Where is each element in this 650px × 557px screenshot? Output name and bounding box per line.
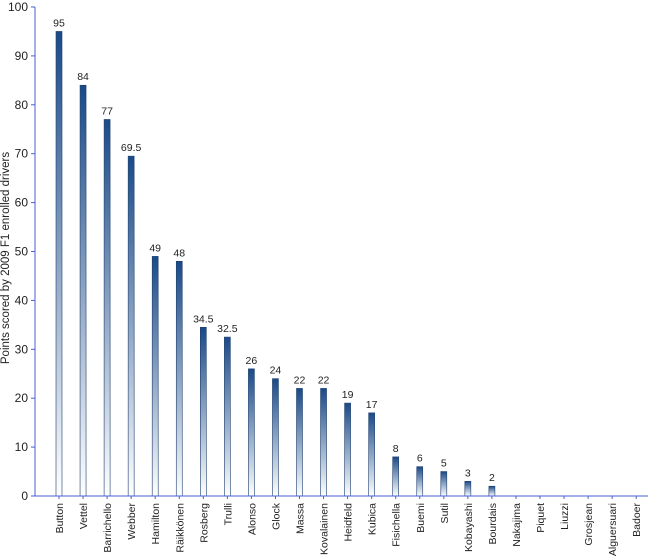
x-category-label: Webber (126, 502, 138, 539)
y-tick-label: 30 (15, 342, 29, 356)
value-label: 2 (489, 472, 495, 484)
value-label: 34.5 (193, 313, 214, 325)
x-category-label: Vettel (78, 503, 90, 529)
bar (79, 84, 87, 497)
axes-group (34, 7, 648, 497)
bar (416, 466, 424, 497)
value-label: 69.5 (121, 142, 142, 154)
value-label: 17 (366, 399, 378, 411)
x-category-label: Glock (270, 502, 282, 530)
bars-group (55, 31, 496, 497)
x-category-label: Button (54, 503, 66, 534)
value-label: 49 (149, 242, 161, 254)
value-label: 84 (77, 71, 89, 83)
bar (488, 485, 496, 497)
value-label: 77 (101, 105, 113, 117)
y-tick-label: 20 (15, 391, 29, 405)
x-category-label: Massa (295, 503, 307, 534)
value-label: 3 (465, 467, 471, 479)
y-tick-label: 10 (15, 440, 29, 454)
bar (175, 260, 183, 497)
y-tick-label: 40 (15, 293, 29, 307)
x-category-label: Nakajima (511, 503, 523, 547)
x-category-label: Liuzzi (559, 503, 571, 530)
x-category-label: Bourdais (487, 503, 499, 544)
bar (440, 471, 448, 497)
bar (272, 378, 279, 497)
bar (151, 256, 159, 497)
y-tick-label: 60 (15, 196, 29, 210)
y-tick-label: 100 (8, 0, 28, 14)
y-tick-label: 70 (15, 147, 29, 161)
y-tick-label: 0 (21, 489, 28, 503)
value-label: 48 (173, 247, 185, 259)
x-category-label: Kovalainen (319, 503, 331, 555)
x-labels-group: Button Vettel Barrichello Webber Hamilton Räi… (54, 496, 643, 556)
x-category-label: Räikkönen (174, 503, 186, 553)
x-category-label: Alonso (246, 503, 258, 535)
value-label: 32.5 (217, 323, 238, 335)
bar (127, 155, 135, 497)
value-label: 95 (53, 17, 65, 29)
y-ticks-group: 0 10 20 30 40 50 60 70 80 90 100 (8, 0, 35, 503)
bar (392, 456, 400, 497)
bar (344, 402, 351, 497)
bar (296, 388, 303, 497)
x-category-label: Trulli (222, 503, 234, 525)
x-category-label: Alguersuari (607, 503, 619, 556)
x-category-label: Sutil (439, 503, 451, 523)
value-label: 5 (441, 458, 447, 470)
x-category-label: Buemi (415, 503, 427, 533)
bar (464, 481, 472, 497)
value-labels-group: 95 84 77 69.5 49 48 34.532.5 26 24 22 22 19 17 8 6 5 3 2 (53, 17, 495, 484)
x-category-label: Kubica (367, 503, 379, 535)
x-category-label: Badoer (631, 502, 643, 536)
bar (368, 412, 375, 497)
x-category-label: Kobayashi (463, 503, 475, 552)
x-category-label: Barrichello (102, 503, 114, 553)
x-category-label: Heidfeld (343, 503, 355, 542)
x-category-label: Hamilton (150, 503, 162, 545)
y-tick-label: 50 (15, 245, 29, 259)
bar (248, 368, 255, 497)
x-category-label: Fisichella (391, 503, 403, 547)
value-label: 22 (294, 374, 306, 386)
value-label: 8 (393, 443, 399, 455)
value-label: 22 (318, 374, 330, 386)
y-tick-label: 80 (15, 98, 29, 112)
x-category-label: Grosjean (583, 503, 595, 546)
value-label: 6 (417, 453, 423, 465)
bar (55, 31, 63, 497)
bar (320, 388, 327, 497)
y-tick-label: 90 (15, 49, 29, 63)
value-label: 26 (246, 355, 258, 367)
x-category-label: Piquet (535, 503, 547, 533)
x-category-label: Rosberg (198, 503, 210, 543)
bar (103, 119, 111, 497)
bar (200, 326, 207, 497)
y-axis-title: Points scored by 2009 F1 enrolled driver… (0, 152, 12, 364)
value-label: 24 (270, 365, 282, 377)
bar (224, 336, 231, 497)
value-label: 19 (342, 389, 354, 401)
